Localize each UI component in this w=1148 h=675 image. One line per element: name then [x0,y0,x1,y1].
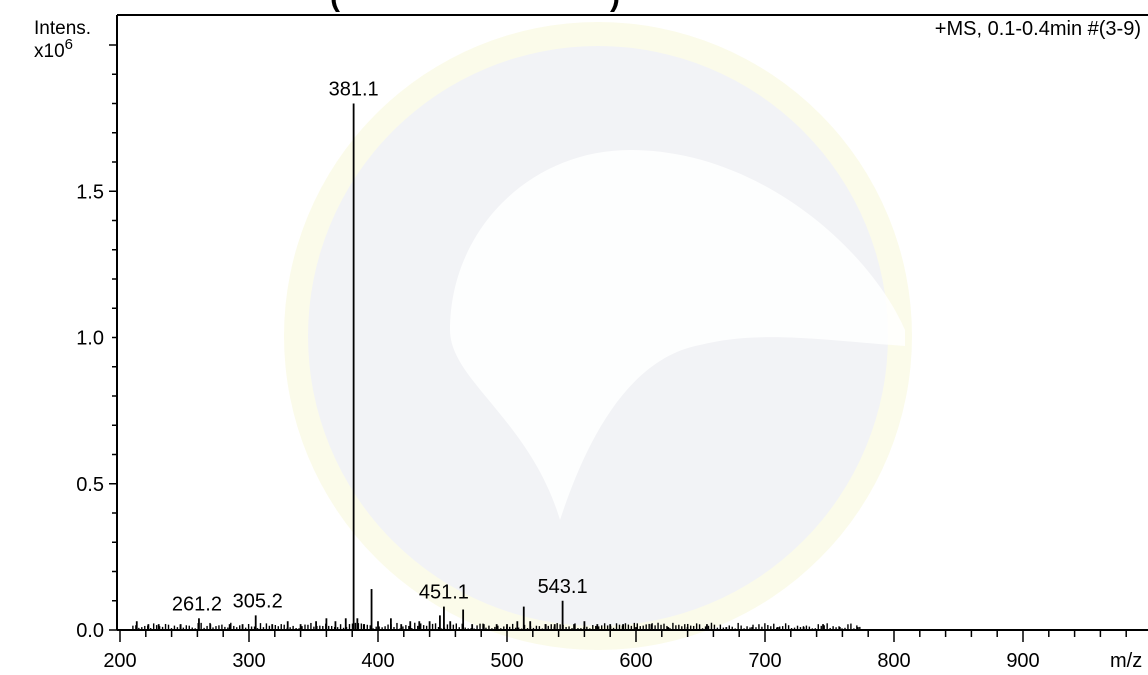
x-tick-label: 200 [103,650,136,672]
peak-labels: 381.1 261.2 305.2 451.1 543.1 [172,79,588,616]
x-tick-label: 300 [232,650,265,672]
peak-label: 451.1 [419,582,469,604]
spectrum-title: +MS, 0.1-0.4min #(3-9) [935,18,1141,40]
x-tick-label: 800 [877,650,910,672]
x-tick-label: 400 [361,650,394,672]
x-tick-label: 900 [1006,650,1039,672]
peak-label: 305.2 [233,590,283,612]
y-axis-label: Intens. [34,18,91,39]
peak-label: 381.1 [329,79,379,101]
x-axis-ticks: 200 300 400 500 600 700 800 900 [103,630,1127,672]
peak-label: 261.2 [172,593,222,615]
y-tick-label: 0.0 [76,620,104,642]
y-multiplier-exponent: 6 [65,36,73,53]
watermark-logo-icon [284,22,912,650]
y-tick-label: 1.0 [76,328,104,350]
svg-text:(: ( [330,0,340,13]
svg-text:): ) [610,0,620,13]
x-axis-label: m/z [1110,650,1142,672]
y-tick-label: 0.5 [76,474,104,496]
y-multiplier-label: x106 [34,36,73,62]
x-tick-label: 700 [748,650,781,672]
x-tick-label: 500 [490,650,523,672]
plot-frame [116,14,1148,631]
spectrum-peaks [132,103,861,630]
peak-label: 543.1 [538,576,588,598]
x-tick-label: 600 [619,650,652,672]
y-axis-ticks: 0.0 0.5 1.0 1.5 [76,44,117,642]
header-remnant: ( ) [330,0,620,13]
y-tick-label: 1.5 [76,181,104,203]
